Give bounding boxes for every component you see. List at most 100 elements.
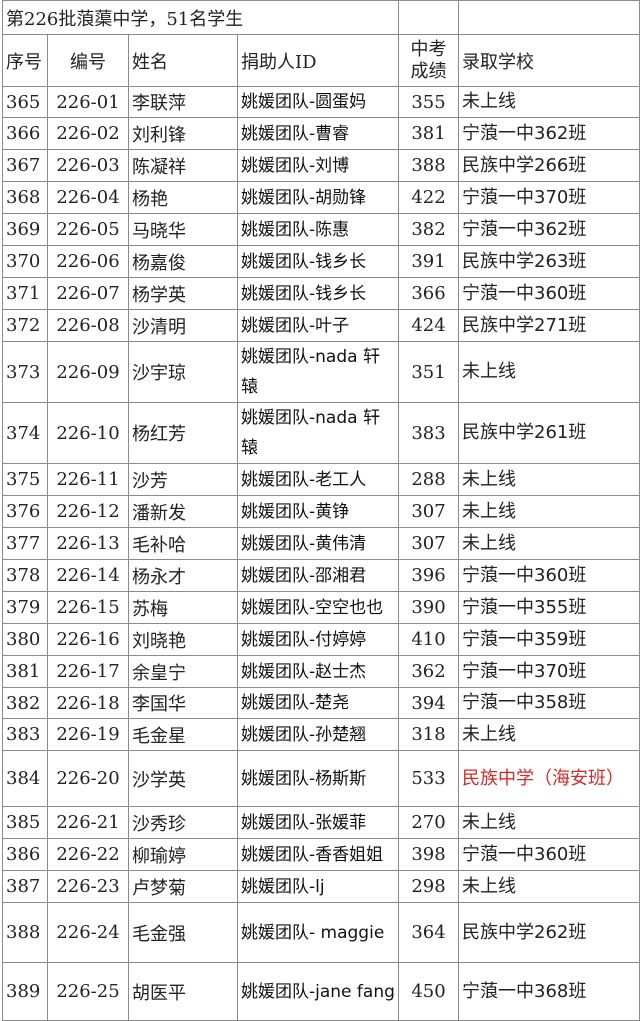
score-cell: 366 xyxy=(398,277,460,310)
score-cell: 424 xyxy=(398,309,460,342)
table-row: 386 226-22 柳瑜婷 姚媛团队-香香姐姐 398 宁蒗一中360班 xyxy=(2,838,640,871)
donor-cell: 姚媛团队-黄伟清 xyxy=(236,527,400,560)
code-cell: 226-21 xyxy=(47,806,129,839)
score-cell: 450 xyxy=(398,962,460,1021)
seq-cell: 384 xyxy=(2,750,48,807)
school-cell: 宁蒗一中360班 xyxy=(458,559,640,592)
score-cell: 381 xyxy=(398,117,460,150)
score-cell: 288 xyxy=(398,463,460,496)
seq-cell: 368 xyxy=(2,181,48,214)
table-row: 373 226-09 沙宇琼 姚媛团队-nada 轩辕 351 未上线 xyxy=(2,341,640,403)
donor-cell: 姚媛团队-杨斯斯 xyxy=(236,750,400,807)
school-cell: 民族中学266班 xyxy=(458,149,640,182)
header-donor: 捐助人ID xyxy=(236,34,400,87)
table-row: 387 226-23 卢梦菊 姚媛团队-lj 298 未上线 xyxy=(2,870,640,903)
name-cell: 毛补哈 xyxy=(128,527,238,560)
code-cell: 226-12 xyxy=(47,495,129,528)
name-cell: 李国华 xyxy=(128,687,238,719)
code-cell: 226-25 xyxy=(47,962,129,1021)
table-row: 367 226-03 陈凝祥 姚媛团队-刘博 388 民族中学266班 xyxy=(2,149,640,182)
name-cell: 余皇宁 xyxy=(128,655,238,688)
header-seq: 序号 xyxy=(2,34,48,87)
score-cell: 270 xyxy=(398,806,460,839)
code-cell: 226-13 xyxy=(47,527,129,560)
title-row: 第226批蒗蕖中学，51名学生 xyxy=(1,0,640,35)
header-name: 姓名 xyxy=(128,34,238,87)
table-row: 370 226-06 杨嘉俊 姚媛团队-钱乡长 391 民族中学263班 xyxy=(2,245,640,278)
code-cell: 226-05 xyxy=(47,213,129,246)
score-cell: 533 xyxy=(398,750,460,807)
code-cell: 226-08 xyxy=(47,309,129,342)
donor-cell: 姚媛团队-圆蛋妈 xyxy=(236,86,400,118)
donor-cell: 姚媛团队-jane fang xyxy=(236,962,400,1021)
table-row: 382 226-18 李国华 姚媛团队-楚尧 394 宁蒗一中358班 xyxy=(2,687,640,719)
name-cell: 杨红芳 xyxy=(128,402,238,464)
score-cell: 382 xyxy=(398,213,460,246)
donor-cell: 姚媛团队-黄铮 xyxy=(236,495,400,528)
score-cell: 422 xyxy=(398,181,460,214)
seq-cell: 389 xyxy=(2,962,48,1021)
school-cell: 未上线 xyxy=(458,86,640,118)
donor-cell: 姚媛团队-nada 轩辕 xyxy=(236,402,400,464)
seq-cell: 381 xyxy=(2,655,48,688)
score-cell: 318 xyxy=(398,718,460,751)
table-row: 374 226-10 杨红芳 姚媛团队-nada 轩辕 383 民族中学261班 xyxy=(2,402,640,464)
name-cell: 杨艳 xyxy=(128,181,238,214)
code-cell: 226-01 xyxy=(47,86,129,118)
name-cell: 柳瑜婷 xyxy=(128,838,238,871)
table-row: 380 226-16 刘晓艳 姚媛团队-付婷婷 410 宁蒗一中359班 xyxy=(2,623,640,656)
score-cell: 355 xyxy=(398,86,460,118)
name-cell: 潘新发 xyxy=(128,495,238,528)
name-cell: 李联萍 xyxy=(128,86,238,118)
name-cell: 沙秀珍 xyxy=(128,806,238,839)
table-row: 388 226-24 毛金强 姚媛团队- maggie 364 民族中学262班 xyxy=(2,902,640,963)
score-cell: 398 xyxy=(398,838,460,871)
name-cell: 马晓华 xyxy=(128,213,238,246)
donor-cell: 姚媛团队-曹睿 xyxy=(236,117,400,150)
header-row: 序号 编号 姓名 捐助人ID 中考成绩 录取学校 xyxy=(2,34,640,87)
table-row: 383 226-19 毛金星 姚媛团队-孙楚翘 318 未上线 xyxy=(2,718,640,751)
donor-cell: 姚媛团队-香香姐姐 xyxy=(236,838,400,871)
code-cell: 226-23 xyxy=(47,870,129,903)
donor-cell: 姚媛团队-叶子 xyxy=(236,309,400,342)
name-cell: 刘晓艳 xyxy=(128,623,238,656)
seq-cell: 382 xyxy=(2,687,48,719)
name-cell: 杨学英 xyxy=(128,277,238,310)
table-row: 389 226-25 胡医平 姚媛团队-jane fang 450 宁蒗一中368班 xyxy=(2,962,640,1021)
code-cell: 226-11 xyxy=(47,463,129,496)
code-cell: 226-18 xyxy=(47,687,129,719)
seq-cell: 366 xyxy=(2,117,48,150)
school-cell: 宁蒗一中360班 xyxy=(458,838,640,871)
school-cell: 宁蒗一中355班 xyxy=(458,591,640,624)
seq-cell: 380 xyxy=(2,623,48,656)
name-cell: 杨嘉俊 xyxy=(128,245,238,278)
seq-cell: 371 xyxy=(2,277,48,310)
table-row: 385 226-21 沙秀珍 姚媛团队-张媛菲 270 未上线 xyxy=(2,806,640,839)
donor-cell: 姚媛团队-赵士杰 xyxy=(236,655,400,688)
table-row: 372 226-08 沙清明 姚媛团队-叶子 424 民族中学271班 xyxy=(2,309,640,342)
table-row: 375 226-11 沙芳 姚媛团队-老工人 288 未上线 xyxy=(2,463,640,496)
school-cell: 民族中学（海安班） xyxy=(458,750,640,807)
name-cell: 沙芳 xyxy=(128,463,238,496)
header-school: 录取学校 xyxy=(458,34,640,87)
code-cell: 226-19 xyxy=(47,718,129,751)
name-cell: 刘利锋 xyxy=(128,117,238,150)
seq-cell: 377 xyxy=(2,527,48,560)
seq-cell: 379 xyxy=(2,591,48,624)
table-row: 368 226-04 杨艳 姚媛团队-胡勋锋 422 宁蒗一中370班 xyxy=(2,181,640,214)
donor-cell: 姚媛团队-陈惠 xyxy=(236,213,400,246)
school-cell: 未上线 xyxy=(458,463,640,496)
seq-cell: 365 xyxy=(2,86,48,118)
score-cell: 396 xyxy=(398,559,460,592)
score-cell: 362 xyxy=(398,655,460,688)
donor-cell: 姚媛团队-邵湘君 xyxy=(236,559,400,592)
score-cell: 364 xyxy=(398,902,460,963)
code-cell: 226-22 xyxy=(47,838,129,871)
table-row: 378 226-14 杨永才 姚媛团队-邵湘君 396 宁蒗一中360班 xyxy=(2,559,640,592)
seq-cell: 370 xyxy=(2,245,48,278)
code-cell: 226-20 xyxy=(47,750,129,807)
code-cell: 226-14 xyxy=(47,559,129,592)
donor-cell: 姚媛团队-空空也也 xyxy=(236,591,400,624)
school-cell: 宁蒗一中359班 xyxy=(458,623,640,656)
school-cell: 宁蒗一中360班 xyxy=(458,277,640,310)
